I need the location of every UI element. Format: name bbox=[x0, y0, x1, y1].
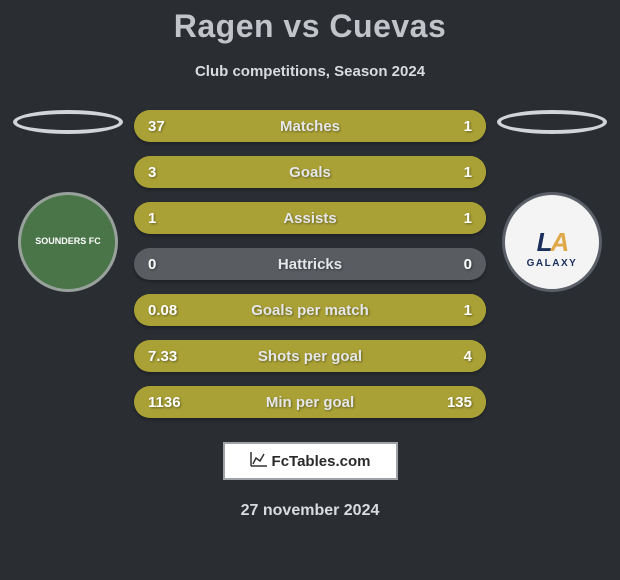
stat-left-value: 1 bbox=[134, 210, 194, 227]
stat-right-value: 1 bbox=[464, 302, 472, 319]
date-label: 27 november 2024 bbox=[241, 502, 380, 520]
left-team-badge: SOUNDERS FC bbox=[18, 192, 118, 292]
stat-bar: 1136 Min per goal 135 bbox=[134, 386, 486, 418]
stat-right-segment: 1 bbox=[411, 294, 486, 326]
stat-left-value: 0.08 bbox=[134, 302, 194, 319]
stat-right-value: 0 bbox=[464, 256, 472, 273]
stat-label: Goals per match bbox=[251, 302, 369, 319]
stat-right-value: 135 bbox=[447, 394, 472, 411]
right-team-badge: LA GALAXY bbox=[502, 192, 602, 292]
stat-right-segment: 1 bbox=[336, 202, 486, 234]
stat-left-value: 3 bbox=[134, 164, 194, 181]
watermark-box: FcTables.com bbox=[223, 442, 398, 480]
stat-label: Assists bbox=[283, 210, 336, 227]
content-area: SOUNDERS FC 37 Matches 1 3 Goals 1 1 Assists 1 0 H… bbox=[0, 110, 620, 418]
stat-bar: 37 Matches 1 bbox=[134, 110, 486, 142]
right-team-column: LA GALAXY bbox=[492, 110, 612, 292]
ellipse-icon bbox=[13, 110, 123, 134]
page-subtitle: Club competitions, Season 2024 bbox=[195, 63, 425, 80]
stat-label: Hattricks bbox=[278, 256, 342, 273]
comparison-container: Ragen vs Cuevas Club competitions, Seaso… bbox=[0, 0, 620, 580]
stat-label: Matches bbox=[280, 118, 340, 135]
stat-right-segment: 1 bbox=[456, 110, 486, 142]
stat-label: Min per goal bbox=[266, 394, 354, 411]
stat-left-value: 37 bbox=[134, 118, 194, 135]
stat-label: Shots per goal bbox=[258, 348, 362, 365]
stat-bar: 0.08 Goals per match 1 bbox=[134, 294, 486, 326]
stat-left-value: 1136 bbox=[134, 394, 194, 411]
chart-icon bbox=[250, 451, 268, 472]
right-team-name-main: LA bbox=[537, 227, 568, 258]
stat-bar: 1 Assists 1 bbox=[134, 202, 486, 234]
stat-bar: 3 Goals 1 bbox=[134, 156, 486, 188]
left-team-column: SOUNDERS FC bbox=[8, 110, 128, 292]
stat-right-segment: 135 bbox=[426, 386, 486, 418]
stat-bar: 7.33 Shots per goal 4 bbox=[134, 340, 486, 372]
stat-right-value: 4 bbox=[464, 348, 472, 365]
stats-column: 37 Matches 1 3 Goals 1 1 Assists 1 0 Hattricks 0 0.0… bbox=[128, 110, 492, 418]
stat-bar: 0 Hattricks 0 bbox=[134, 248, 486, 280]
stat-right-value: 1 bbox=[464, 118, 472, 135]
stat-right-segment: 0 bbox=[446, 248, 486, 280]
page-title: Ragen vs Cuevas bbox=[174, 8, 447, 45]
stat-right-value: 1 bbox=[464, 210, 472, 227]
stat-left-value: 7.33 bbox=[134, 348, 194, 365]
ellipse-icon bbox=[497, 110, 607, 134]
stat-right-segment: 4 bbox=[386, 340, 486, 372]
stat-right-value: 1 bbox=[464, 164, 472, 181]
watermark-text: FcTables.com bbox=[272, 453, 371, 470]
left-team-name: SOUNDERS FC bbox=[35, 237, 101, 247]
stat-label: Goals bbox=[289, 164, 331, 181]
stat-left-value: 0 bbox=[134, 256, 194, 273]
stat-right-segment: 1 bbox=[406, 156, 486, 188]
right-team-name-sub: GALAXY bbox=[527, 258, 578, 269]
